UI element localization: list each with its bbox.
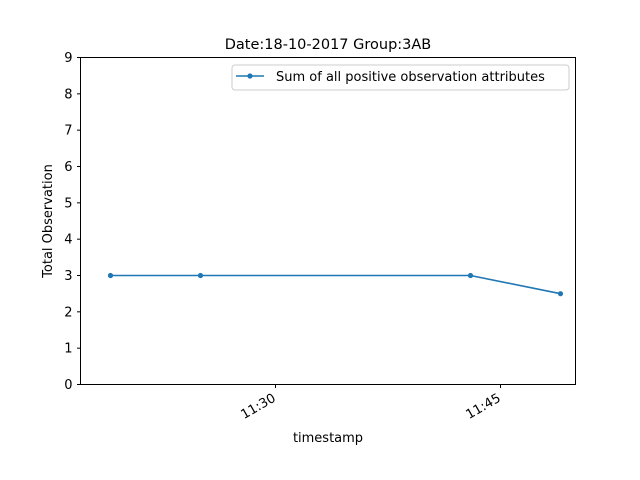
plot-area-frame — [80, 57, 576, 385]
data-point-marker — [557, 291, 564, 297]
y-axis-ticks: 0 1 2 3 4 5 6 7 8 9 — [64, 51, 81, 393]
y-tick-label: 2 — [64, 305, 72, 320]
y-axis-label: Total Observation — [41, 164, 56, 279]
legend: Sum of all positive observation attribut… — [231, 64, 570, 91]
data-point-marker — [467, 272, 474, 279]
y-tick-label: 7 — [64, 124, 72, 139]
y-tick-label: 5 — [64, 196, 72, 211]
y-tick-label: 0 — [64, 378, 72, 393]
y-tick-label: 4 — [64, 233, 72, 248]
plot-lines — [110, 274, 561, 295]
plot-markers — [107, 272, 564, 297]
y-tick-label: 1 — [64, 342, 72, 357]
data-point-marker — [197, 272, 204, 279]
legend-box — [231, 64, 570, 91]
y-tick-label: 6 — [64, 160, 72, 175]
legend-marker-swatch — [247, 73, 253, 79]
chart-title: Date:18-10-2017 Group:3AB — [225, 37, 432, 53]
y-tick-label: 3 — [64, 269, 72, 284]
series-line — [110, 274, 561, 295]
y-tick-label: 9 — [64, 51, 72, 66]
y-tick-label: 8 — [64, 87, 72, 102]
x-axis-label: timestamp — [293, 431, 363, 446]
legend-label: Sum of all positive observation attribut… — [276, 70, 545, 85]
data-point-marker — [107, 272, 114, 279]
